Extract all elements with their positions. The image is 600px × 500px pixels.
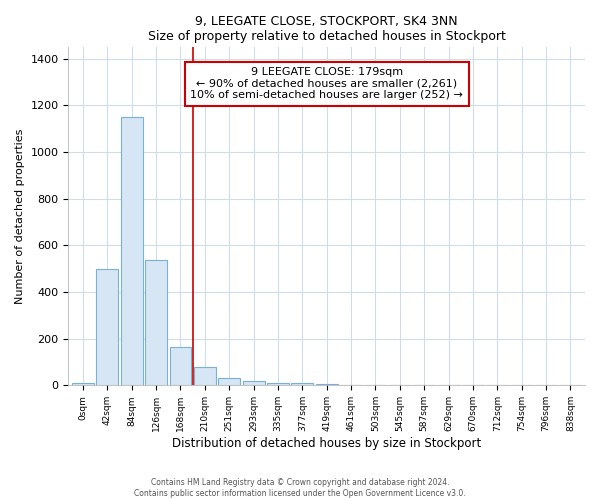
X-axis label: Distribution of detached houses by size in Stockport: Distribution of detached houses by size … xyxy=(172,437,481,450)
Y-axis label: Number of detached properties: Number of detached properties xyxy=(15,128,25,304)
Bar xyxy=(121,117,143,386)
Bar xyxy=(194,366,216,386)
Bar xyxy=(145,260,167,386)
Text: 9 LEEGATE CLOSE: 179sqm
← 90% of detached houses are smaller (2,261)
10% of semi: 9 LEEGATE CLOSE: 179sqm ← 90% of detache… xyxy=(190,67,463,100)
Text: Contains HM Land Registry data © Crown copyright and database right 2024.
Contai: Contains HM Land Registry data © Crown c… xyxy=(134,478,466,498)
Bar xyxy=(292,384,313,386)
Bar xyxy=(72,383,94,386)
Title: 9, LEEGATE CLOSE, STOCKPORT, SK4 3NN
Size of property relative to detached house: 9, LEEGATE CLOSE, STOCKPORT, SK4 3NN Siz… xyxy=(148,15,506,43)
Bar xyxy=(97,268,118,386)
Bar xyxy=(170,347,191,386)
Bar xyxy=(242,380,265,386)
Bar xyxy=(218,378,240,386)
Bar xyxy=(340,384,362,386)
Bar xyxy=(267,383,289,386)
Bar xyxy=(316,384,338,386)
